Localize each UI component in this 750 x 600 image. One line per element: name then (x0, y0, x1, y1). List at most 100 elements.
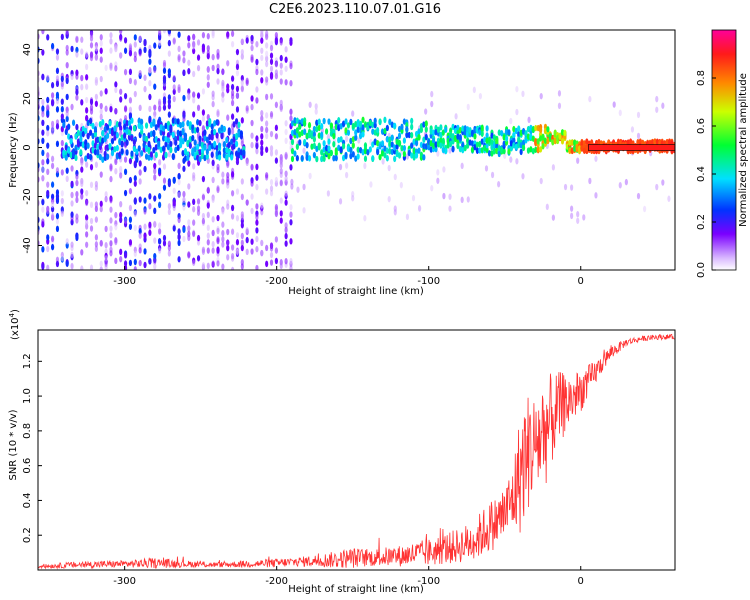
spectrogram-cell (240, 74, 244, 82)
spectrogram-cell (191, 124, 195, 131)
spectrogram-cell (296, 186, 300, 193)
spectrogram-cell (148, 58, 152, 65)
spectrogram-cell (80, 74, 84, 82)
spectrogram-cell (456, 124, 460, 132)
spectrogram-cell (104, 255, 108, 262)
spectrogram-cell (153, 83, 157, 90)
spectrogram-cell (397, 152, 402, 159)
spectrogram-cell (147, 154, 151, 161)
spectrogram-cell (55, 225, 60, 233)
spectrogram-cell (222, 141, 226, 148)
spectrogram-cell (473, 144, 477, 151)
spectrogram-cell (174, 146, 178, 154)
spectrogram-cell (339, 136, 343, 143)
spectrogram-cell (521, 90, 525, 98)
spectrogram-cell (395, 138, 399, 145)
spectrogram-cell (376, 148, 380, 156)
spectrogram-cell (205, 148, 209, 156)
spectrogram-cell (203, 154, 207, 162)
spectrogram-cell (260, 139, 264, 146)
spectrogram-cell (71, 150, 76, 158)
spectrogram-cell (361, 131, 365, 138)
spectrogram-cell (618, 182, 622, 189)
spectrogram-cell (250, 180, 254, 187)
spectrogram-cell (60, 210, 64, 217)
spectrogram-cell (284, 190, 288, 197)
spectrogram-cell (135, 155, 139, 163)
spectrogram-cell (255, 41, 259, 48)
spectrogram-cell (169, 146, 173, 154)
spectrogram-cell (293, 150, 297, 157)
spectrogram-cell (208, 144, 212, 151)
spectrogram-cell (221, 91, 225, 99)
spectrogram-cell (512, 142, 516, 149)
spectrogram-cell (196, 54, 201, 61)
spectrogram-cell (289, 265, 293, 270)
spectrogram-cell (144, 153, 149, 160)
spectrogram-cell (99, 47, 103, 54)
spectrogram-cell (177, 216, 181, 224)
spectrogram-cell (201, 109, 206, 116)
spectrogram-cell (109, 240, 113, 247)
spectrogram-cell (203, 129, 207, 136)
spectrogram-cell (289, 80, 293, 87)
spectrogram-cell (85, 63, 89, 71)
spectrogram-cell (230, 154, 234, 161)
spectrogram-cell (483, 136, 487, 143)
spectrogram-cell (162, 184, 167, 191)
spectrogram-cell (41, 119, 45, 127)
spectrogram-cell (41, 166, 45, 173)
spectrogram-cell (451, 138, 455, 145)
spectrogram-cell (405, 125, 409, 133)
spectrogram-cell (181, 127, 185, 135)
spectrogram-cell (363, 155, 368, 162)
spectrogram-cell (148, 51, 152, 58)
spectrogram-cell (123, 132, 127, 139)
spectrogram-cell (106, 144, 110, 151)
spectrogram-cell (119, 30, 123, 35)
spectrogram-cell (143, 232, 147, 239)
spectrogram-cell (166, 132, 171, 139)
spectrogram-cell (458, 134, 462, 141)
spectrogram-cell (397, 140, 402, 147)
spectrogram-cell (211, 260, 215, 267)
spectrogram-cell (215, 150, 219, 157)
colorbar-label: Normalized spectral amplitude (738, 73, 749, 227)
spectrogram-cell (500, 129, 504, 137)
spectrogram-cell (65, 93, 69, 101)
spectrogram-cell (206, 81, 210, 88)
spectrogram-cell (80, 265, 84, 270)
spectrogram-cell (176, 144, 180, 152)
spectrogram-cell (289, 37, 293, 44)
spectrogram-cell (434, 145, 438, 153)
spectrogram-cell (274, 37, 278, 44)
spectrogram-cell (128, 223, 133, 230)
spectrogram-cell (461, 142, 465, 149)
spectrogram-cell (128, 176, 133, 184)
spectrogram-cell (337, 144, 341, 151)
spectrogram-cell (94, 100, 98, 107)
spectrogram-cell (109, 64, 113, 71)
spectrogram-cell (284, 120, 288, 127)
spectrogram-cell (198, 155, 202, 163)
spectrogram-cell (174, 139, 178, 146)
spectrogram-cell (461, 125, 465, 132)
spectrogram-cell (182, 115, 186, 123)
spectrogram-cell (147, 132, 151, 139)
spectrogram-cell (192, 198, 196, 206)
spectrogram-cell (269, 251, 274, 259)
spectrogram-cell (201, 212, 206, 220)
spectrogram-cell (417, 204, 422, 212)
spectrogram-cell (188, 121, 192, 128)
spectrogram-cell (322, 140, 326, 147)
spectrogram-cell (140, 118, 144, 126)
spectrogram-cell (390, 141, 394, 148)
spectrogram-cell (594, 192, 598, 199)
spectrogram-cell (383, 151, 387, 159)
spectrogram-cell (472, 86, 476, 94)
spectrogram-cell (383, 145, 387, 152)
spectrogram-cell (50, 212, 55, 220)
spectrogram-cell (149, 151, 154, 158)
spectrogram-cell (94, 161, 98, 168)
spectrogram-cell (284, 199, 288, 206)
